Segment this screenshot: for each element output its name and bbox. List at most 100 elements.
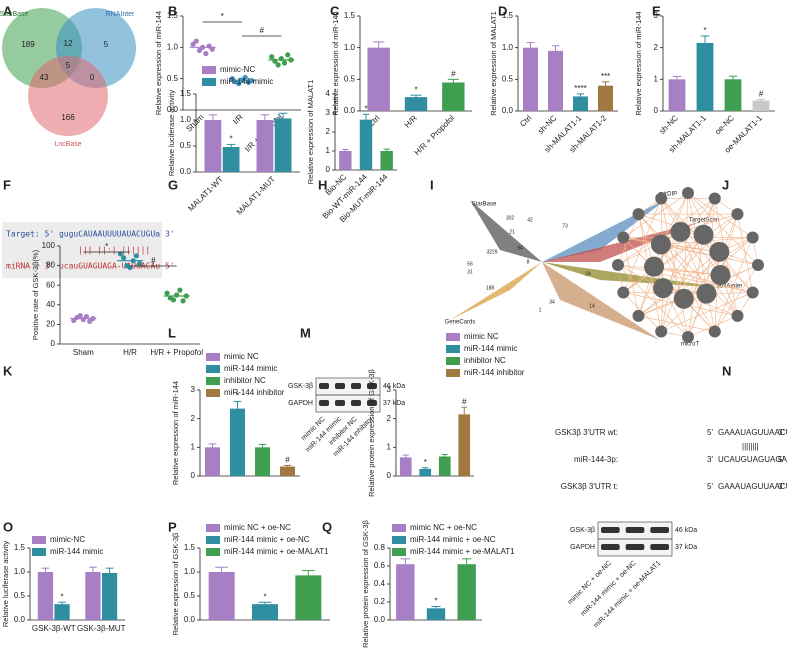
blot-band <box>335 383 345 389</box>
y-tick-label: 0.4 <box>374 579 386 588</box>
blot-band <box>351 400 361 406</box>
sequence-line: Target: 5' guguCAUAAUUUUAUACUGUa 3' <box>6 230 175 239</box>
bar <box>419 468 432 476</box>
y-axis-label: Relative expression of MALAT1 <box>306 80 315 185</box>
network-node <box>682 331 694 343</box>
network-edge <box>638 213 704 236</box>
network-node <box>731 208 744 221</box>
y-tick-label: 0.5 <box>184 591 196 600</box>
bar <box>208 572 235 620</box>
legend-label: miR-144 mimic <box>224 364 277 373</box>
panel-label: O <box>3 519 13 534</box>
panel-label: H <box>318 177 327 192</box>
legend-label: mimic-NC <box>220 65 255 74</box>
bar <box>668 79 686 111</box>
legend-label: inhibitor NC <box>464 356 506 365</box>
significance-mark: * <box>236 392 239 401</box>
blot-band-label: GAPDH <box>288 400 313 407</box>
venn-count: 12 <box>64 39 73 48</box>
sequence-text: miR-144-3p: <box>574 455 618 464</box>
significance-mark: # <box>451 69 456 78</box>
venn-count: 166 <box>61 113 75 122</box>
sequence-pairs: ||| ||:| |||||| <box>78 246 150 255</box>
y-tick-label: 1.5 <box>167 11 179 20</box>
y-tick-label: 1 <box>387 442 392 451</box>
panel-label: P <box>168 519 177 534</box>
y-tick-label: 100 <box>42 241 56 250</box>
network-node <box>682 187 694 199</box>
network-node <box>655 325 668 338</box>
bar <box>457 564 476 620</box>
legend-label: miR-144 mimic + oe-NC <box>410 535 496 544</box>
bar <box>252 604 278 620</box>
legend-swatch <box>446 345 460 353</box>
venn-count: 0 <box>90 73 95 82</box>
y-tick-label: 0 <box>387 471 392 480</box>
panel-label: A <box>3 3 13 18</box>
network-edge <box>623 213 738 293</box>
data-point <box>137 261 143 267</box>
legend-swatch <box>392 524 406 532</box>
radial-set-label: mirDIP <box>659 192 677 198</box>
y-tick-label: 0.0 <box>167 105 179 114</box>
panel-label: M <box>300 325 311 340</box>
significance-mark: # <box>259 26 264 35</box>
y-tick-label: 40 <box>46 300 55 309</box>
bar <box>598 85 613 111</box>
significance-mark: * <box>424 458 427 467</box>
bar <box>573 96 588 111</box>
y-tick-label: 1 <box>191 442 196 451</box>
legend-swatch <box>206 365 220 373</box>
legend-swatch <box>206 536 220 544</box>
legend-label: miR-144 mimic <box>50 547 103 556</box>
bar <box>274 118 292 172</box>
bar <box>280 466 295 476</box>
y-axis-label: Relative expression of miR-144 <box>154 11 163 115</box>
sequence-text: 3' <box>778 482 784 491</box>
blot-band <box>625 527 645 533</box>
venn-set-label: RNAInter <box>106 11 135 18</box>
network-edge <box>662 287 738 317</box>
data-point <box>177 287 183 293</box>
data-point <box>269 54 275 60</box>
network-edge <box>638 315 715 332</box>
data-point <box>236 81 242 87</box>
y-tick-label: 3 <box>326 108 331 117</box>
network-node <box>644 256 665 277</box>
x-tick-label: Sham <box>73 348 94 357</box>
legend-label: miR-144 mimic <box>464 344 517 353</box>
radial-count: 302 <box>506 215 515 221</box>
network-node <box>752 259 764 271</box>
blot-band <box>319 400 329 406</box>
blot-band <box>650 527 669 533</box>
y-axis-label: Relative expression of miR-144 <box>634 11 643 115</box>
y-tick-label: 80 <box>46 261 55 270</box>
y-tick-label: 3 <box>387 385 392 394</box>
legend-swatch <box>392 536 406 544</box>
venn-count: 189 <box>21 40 35 49</box>
panel-label: Q <box>322 519 332 534</box>
radial-count: 24 <box>585 271 591 277</box>
data-point <box>133 253 139 259</box>
network-node <box>617 286 630 299</box>
data-point <box>117 251 123 257</box>
network-edge <box>623 237 720 253</box>
x-tick-label: H/R <box>123 348 137 357</box>
network-edge <box>638 237 753 317</box>
network-edge <box>660 231 681 332</box>
y-tick-label: 1.0 <box>180 115 192 124</box>
panel-label: N <box>722 363 731 378</box>
bar <box>396 564 415 620</box>
legend-swatch <box>446 357 460 365</box>
y-tick-label: 2 <box>387 414 392 423</box>
network-node <box>708 325 721 338</box>
data-point <box>203 51 209 57</box>
bar <box>696 42 714 111</box>
data-point <box>193 38 199 44</box>
network-edge <box>660 198 716 332</box>
blot-size-label: 46 kDa <box>383 383 405 390</box>
bar <box>458 414 471 476</box>
network-node <box>655 192 668 205</box>
y-axis-label: Relative expression of miR-144 <box>171 381 180 485</box>
legend-label: mimic-NC <box>50 535 85 544</box>
